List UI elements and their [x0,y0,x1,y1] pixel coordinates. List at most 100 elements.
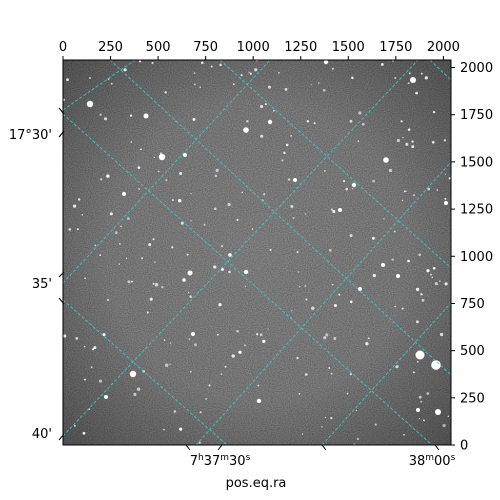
star [296,250,299,254]
star [394,76,397,79]
y-tick-label: 1250 [460,203,493,218]
star [383,218,385,220]
star [178,199,182,203]
bright-star [416,408,420,412]
star [205,398,207,400]
bright-star [381,263,385,267]
star [256,333,259,336]
star [403,190,406,193]
y-tick-label: 1750 [460,108,493,123]
star [63,98,66,101]
grid-line [63,113,433,445]
star [240,74,243,77]
star [99,113,102,116]
bright-star [183,153,187,157]
star [322,88,326,92]
star [131,280,133,283]
star [418,417,421,420]
star [430,273,432,276]
star [405,142,409,146]
star [263,193,266,196]
star [290,205,294,208]
star [420,293,423,296]
star [219,63,222,67]
bright-star [435,409,441,415]
star [284,88,288,91]
star [201,61,204,64]
star [251,228,254,230]
star [330,372,333,375]
star [432,110,436,114]
star [66,78,69,82]
star [118,263,121,265]
star [372,273,376,278]
star [260,134,264,138]
top-axis: 0 250 500 750 1000 1250 1500 1750 2000 [59,40,460,60]
star [190,193,192,195]
star [403,433,405,436]
star [169,342,172,344]
star [325,333,329,337]
star [328,248,332,252]
star [291,310,293,312]
star [415,91,418,95]
star [434,281,438,286]
star [63,334,67,338]
star [264,103,267,106]
star [193,83,196,86]
bright-star [351,182,357,188]
star [231,354,235,358]
ra-label-73730: 7h37m30s [190,453,251,469]
star [407,259,410,263]
star [442,423,446,428]
star [427,187,430,191]
star [92,348,95,351]
star [72,204,77,208]
star [129,114,133,117]
star [448,177,451,180]
star [203,223,206,226]
star [371,236,375,240]
star [236,218,239,221]
star [106,174,110,178]
star [331,67,334,70]
y-tick-label: 500 [460,344,485,359]
star [424,76,428,80]
star [349,234,353,238]
star [431,140,435,144]
star [321,426,323,428]
star [296,356,299,360]
bright-star [228,253,232,257]
star [126,217,130,220]
star [154,261,156,263]
grid-line [219,60,451,269]
star [262,339,266,344]
star [161,286,164,289]
y-tick-label: 250 [460,391,485,406]
bright-star [143,113,149,119]
star [137,166,141,169]
star [90,366,93,369]
grid-line [109,60,451,376]
star [324,170,326,172]
star [120,225,122,228]
grid-line [63,299,228,445]
star [323,336,327,340]
star [412,194,416,197]
bright-star [122,192,126,196]
star [260,105,264,108]
y-tick-label: 2000 [460,61,493,76]
star [164,91,167,94]
star [198,441,201,444]
star [254,68,258,72]
star [426,392,430,395]
grid-line [195,161,451,445]
y-tick-label: 0 [460,439,468,454]
star [313,122,316,125]
star [394,305,397,308]
star [199,86,202,89]
star [269,248,272,251]
star [374,423,377,426]
bright-star [104,395,108,399]
bright-star [415,350,425,360]
